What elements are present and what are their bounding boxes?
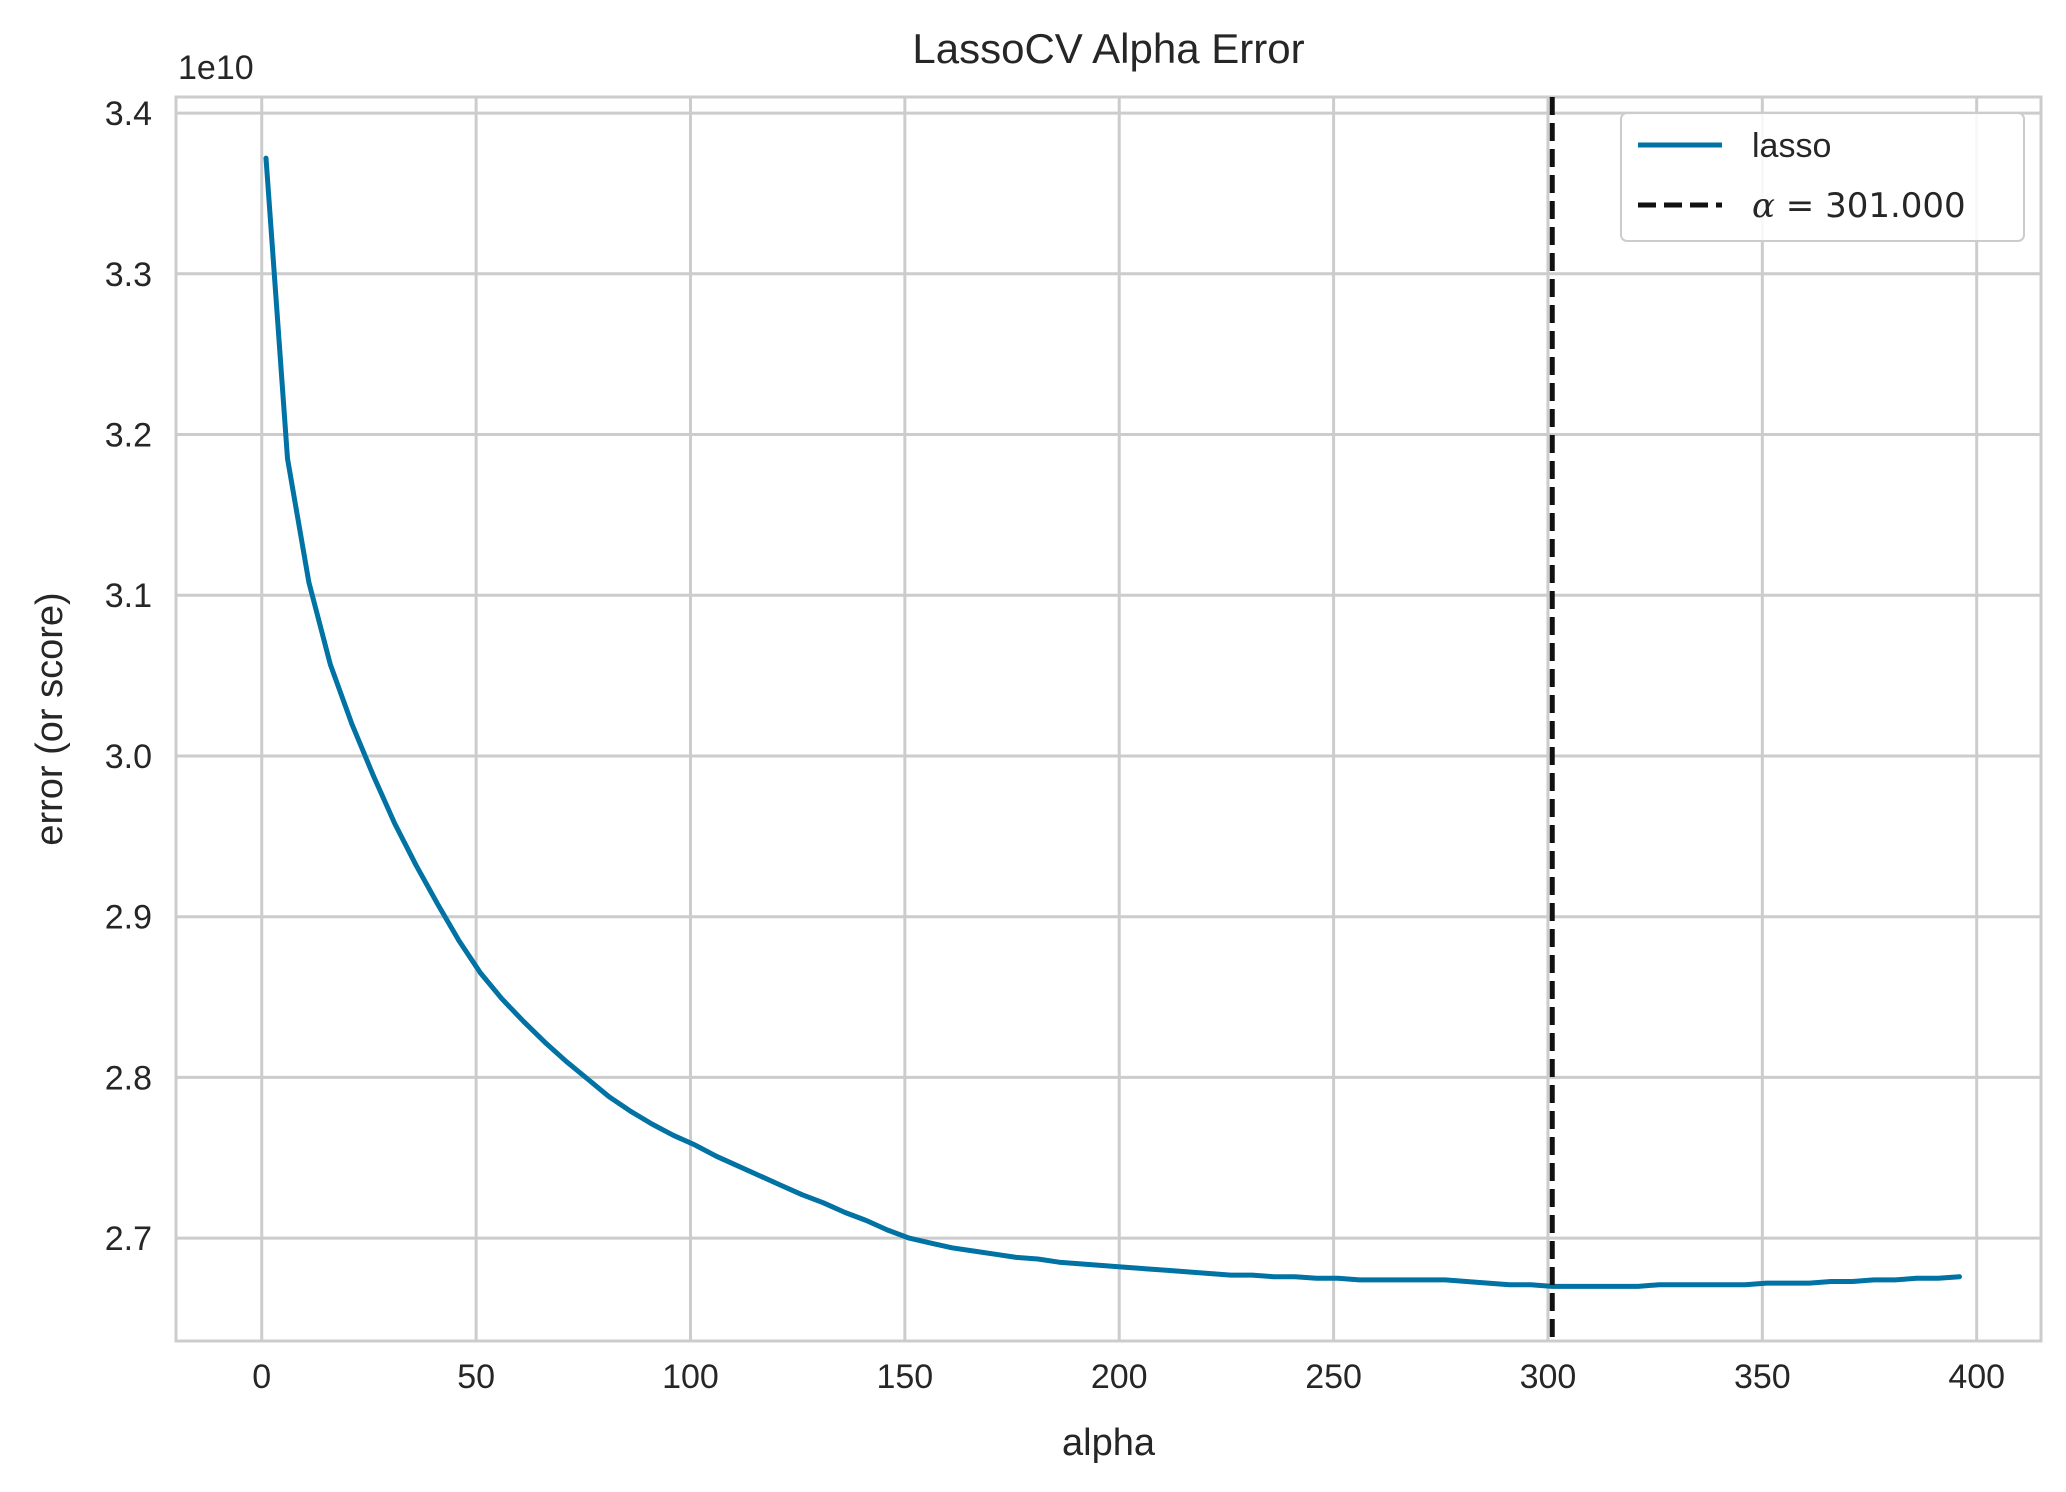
x-axis-label: alpha (1062, 1422, 1156, 1464)
y-tick-label: 3.1 (105, 577, 152, 615)
y-tick-label: 3.2 (105, 417, 152, 455)
x-tick-label: 0 (252, 1358, 271, 1396)
y-tick-label: 3.4 (105, 95, 152, 133)
y-tick-label: 2.8 (105, 1059, 152, 1097)
legend-alpha-value: = 301.000 (1775, 186, 1966, 226)
legend-label-alpha: α = 301.000 (1752, 186, 1966, 226)
x-tick-label: 250 (1305, 1358, 1362, 1396)
y-tick-label: 2.7 (105, 1220, 152, 1258)
grid (176, 97, 2041, 1341)
legend-alpha-symbol: α (1752, 186, 1775, 226)
y-tick-label: 3.3 (105, 256, 152, 294)
x-tick-label: 50 (457, 1358, 495, 1396)
x-tick-label: 300 (1520, 1358, 1577, 1396)
x-tick-label: 200 (1091, 1358, 1148, 1396)
x-tick-label: 150 (876, 1358, 933, 1396)
y-axis-offset-label: 1e10 (178, 49, 254, 87)
tick-labels: 0 50 100 150 200 250 300 350 400 2.7 2.8 2.9 3.0 3.1 3… (105, 95, 2005, 1396)
chart-title: LassoCV Alpha Error (912, 25, 1304, 72)
plot-area-frame (174, 95, 2043, 1343)
y-axis-label: error (or score) (29, 592, 71, 845)
y-tick-label: 2.9 (105, 899, 152, 937)
legend-label-lasso: lasso (1752, 127, 1831, 165)
legend: lasso α = 301.000 (1620, 112, 2025, 242)
series-line-lasso (263, 155, 1962, 1289)
x-tick-label: 350 (1734, 1358, 1791, 1396)
x-tick-label: 400 (1948, 1358, 2005, 1396)
x-tick-label: 100 (662, 1358, 719, 1396)
series-layer (263, 97, 1962, 1341)
y-tick-label: 3.0 (105, 738, 152, 776)
